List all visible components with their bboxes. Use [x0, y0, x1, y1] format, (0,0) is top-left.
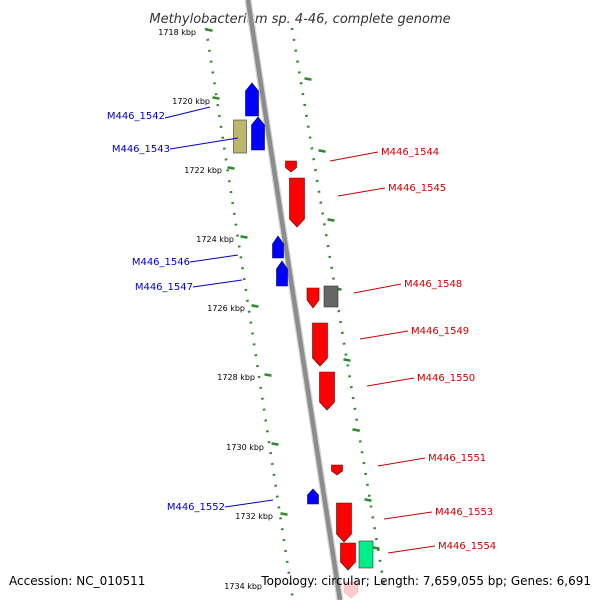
gene-label-m446-1548[interactable]: M446_1548 — [404, 279, 462, 290]
gene-m446-1545-arrow — [289, 177, 305, 228]
kbp-tick-label: 1734 kbp — [224, 582, 262, 591]
gene-features — [233, 82, 374, 599]
gene-label-m446-1544[interactable]: M446_1544 — [381, 147, 439, 158]
gene-m446-1543-extra-box — [233, 119, 247, 154]
track-tick-mark — [212, 96, 220, 100]
gene-m446-1542-arrow — [245, 82, 259, 117]
gene-label-m446-1545[interactable]: M446_1545 — [388, 183, 446, 194]
gene-m446-1553-arrow — [336, 502, 352, 543]
accession-label: Accession: NC_010511 — [9, 574, 146, 588]
track-tick-mark — [364, 498, 372, 502]
gene-label-m446-1542[interactable]: M446_1542 — [107, 111, 165, 122]
gene-m446-1551-arrow — [331, 464, 343, 476]
gene-m446-1554-arrow — [340, 542, 356, 571]
track-tick-mark — [343, 358, 351, 362]
gene-m446-1554-extra-box — [358, 540, 374, 569]
gene-label-m446-1553[interactable]: M446_1553 — [435, 507, 493, 518]
gene-label-m446-1543[interactable]: M446_1543 — [112, 144, 170, 155]
genome-title: Methylobacterium sp. 4-46, complete geno… — [149, 12, 450, 27]
genome-backbone — [244, 0, 344, 600]
track-tick-mark — [280, 512, 288, 516]
gene-label-m446-1552[interactable]: M446_1552 — [167, 502, 225, 513]
track-tick-mark — [271, 442, 279, 446]
gene-labels: M446_1542 M446_1543 M446_1544 M446_1545 … — [107, 111, 496, 552]
kbp-tick-label: 1728 kbp — [217, 373, 255, 382]
track-tick-mark — [304, 77, 312, 81]
kbp-tick-label: 1724 kbp — [196, 235, 234, 244]
gene-label-m446-1551[interactable]: M446_1551 — [428, 453, 486, 464]
gene-m446-1543-arrow — [251, 116, 265, 151]
track-tick-mark — [251, 304, 259, 308]
gene-m446-1548-extra-box — [323, 285, 339, 308]
gene-m446-1552-arrow — [307, 488, 319, 505]
gene-label-m446-1546[interactable]: M446_1546 — [132, 257, 190, 268]
kbp-tick-label: 1730 kbp — [226, 443, 264, 452]
track-tick-mark — [352, 428, 360, 432]
gene-m446-1549-arrow — [312, 322, 328, 367]
track-tick-mark — [372, 546, 380, 550]
gene-m446-1546-arrow — [272, 235, 284, 259]
backbone-line — [245, 0, 343, 600]
track-tick-mark — [227, 166, 235, 170]
kbp-tick-label: 1718 kbp — [158, 28, 196, 37]
gene-m446-1547-arrow — [276, 260, 288, 287]
leader-lines — [164, 106, 436, 554]
kbp-tick-label: 1722 kbp — [184, 166, 222, 175]
track-tick-mark — [264, 373, 272, 377]
gene-faded-arrow — [343, 581, 359, 599]
gene-label-m446-1554[interactable]: M446_1554 — [438, 541, 496, 552]
gene-label-m446-1547[interactable]: M446_1547 — [135, 282, 193, 293]
gene-m446-1548-arrow — [306, 287, 320, 309]
track-tick-mark — [318, 149, 326, 153]
gene-label-m446-1550[interactable]: M446_1550 — [417, 373, 475, 384]
gene-label-m446-1549[interactable]: M446_1549 — [411, 326, 469, 337]
track-tick-mark — [327, 218, 335, 222]
kbp-tick-label: 1726 kbp — [207, 304, 245, 313]
track-tick-mark — [240, 235, 248, 239]
genome-stats: Topology: circular; Length: 7,659,055 bp… — [261, 574, 591, 588]
kbp-tick-label: 1732 kbp — [235, 512, 273, 521]
kbp-tick-label: 1720 kbp — [172, 97, 210, 106]
track-tick-mark — [205, 28, 213, 32]
gene-m446-1550-arrow — [319, 371, 335, 411]
gene-m446-1544-arrow — [285, 160, 297, 173]
